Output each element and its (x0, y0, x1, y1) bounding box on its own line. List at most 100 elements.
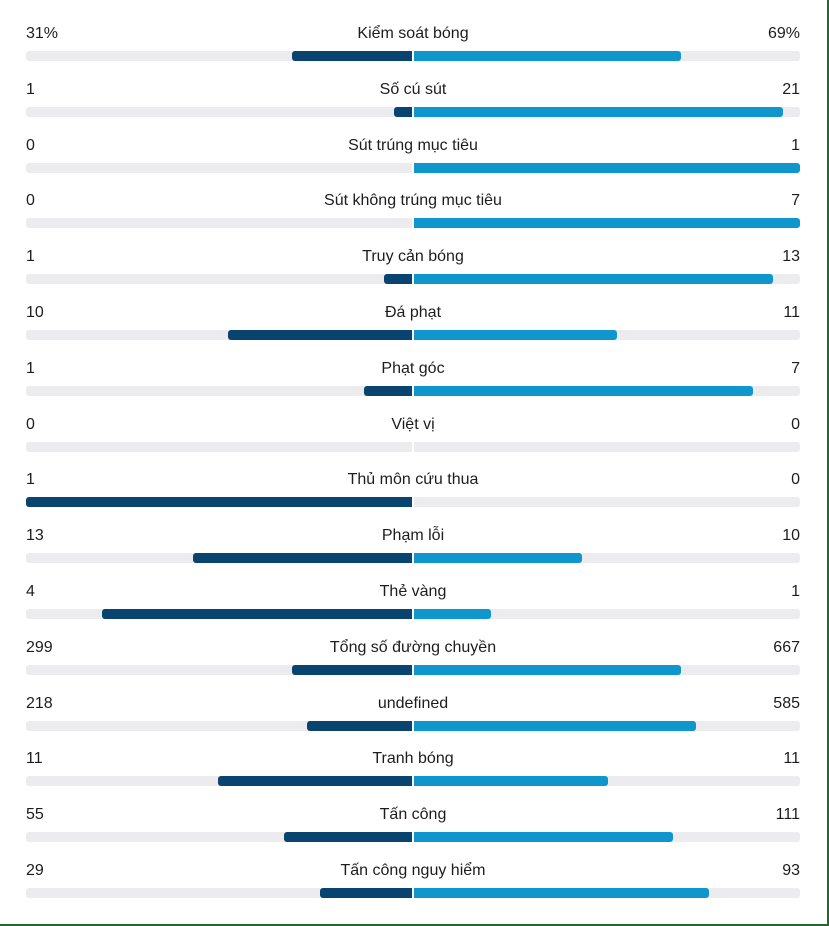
stat-bar-track (26, 608, 800, 619)
stat-bar-home (320, 887, 412, 898)
stat-bar-divider (412, 218, 414, 229)
stat-bar-track (26, 497, 800, 508)
stat-bar-track (26, 720, 800, 731)
stat-label: Phạm lỗi (381, 527, 445, 545)
stat-home-value: 1 (26, 471, 35, 489)
frame-border-bottom (0, 924, 829, 926)
stat-label: Tổng số đường chuyền (329, 638, 497, 656)
stat-bar-away (414, 162, 800, 173)
stat-bar-home (292, 664, 412, 675)
stat-label: Kiểm soát bóng (357, 25, 469, 42)
stat-bar-away (414, 106, 783, 117)
stat-bar-divider (412, 720, 414, 731)
stat-away-value: 1 (791, 136, 800, 154)
match-stats-list: 31% Kiểm soát bóng 69% 1 Số cú sút 21 0 Sút trú… (26, 0, 800, 898)
stat-row: 299 Tổng số đường chuyền 667 (26, 614, 800, 675)
stat-home-value: 1 (26, 359, 35, 377)
stat-bar-divider (412, 608, 414, 619)
stat-label: Tranh bóng (372, 750, 454, 768)
stat-label: Tấn công nguy hiểm (340, 861, 486, 879)
stat-home-value: 31% (26, 25, 59, 42)
stat-home-value: 299 (26, 638, 53, 656)
stat-away-value: 13 (782, 248, 800, 266)
stat-bar-divider (412, 51, 414, 61)
stat-away-value: 7 (791, 359, 800, 377)
stat-home-value: 0 (26, 136, 35, 154)
stat-label: Việt vị (391, 415, 435, 433)
stat-row: 31% Kiểm soát bóng 69% (26, 0, 800, 61)
stat-label: Thẻ vàng (379, 582, 447, 600)
stat-away-value: 0 (791, 415, 800, 433)
stat-bar-track (26, 553, 800, 564)
stat-bar-divider (412, 385, 414, 396)
stat-home-value: 4 (26, 582, 35, 600)
stat-row: 1 Phạt góc 7 (26, 335, 800, 396)
stat-row: 55 Tấn công 111 (26, 781, 800, 843)
stat-bar-away (414, 329, 617, 340)
stat-bar-divider (412, 887, 414, 898)
stat-away-value: 7 (791, 192, 800, 210)
stat-row: 1 Thủ môn cứu thua 0 (26, 446, 800, 508)
stat-label: Số cú sút (379, 80, 447, 98)
stat-row: 4 Thẻ vàng 1 (26, 558, 800, 619)
stat-away-value: 0 (791, 471, 800, 489)
stat-home-value: 0 (26, 415, 35, 433)
stat-row: 218 undefined 585 (26, 670, 800, 731)
stat-away-value: 21 (782, 80, 800, 98)
stat-row: 1 Truy cản bóng 13 (26, 223, 800, 285)
stat-bar-divider (412, 664, 414, 675)
stat-bar-divider (412, 776, 414, 787)
stat-home-value: 11 (26, 750, 43, 768)
stat-bar-home (384, 274, 412, 285)
stat-away-value: 11 (783, 303, 800, 321)
stat-bar-track (26, 887, 800, 898)
stat-label: Phạt góc (381, 359, 445, 377)
stat-away-value: 1 (791, 582, 800, 600)
stat-home-value: 13 (26, 527, 44, 545)
stat-bar-away (414, 887, 709, 898)
stat-bar-home (102, 608, 412, 619)
stat-home-value: 1 (26, 80, 35, 98)
stat-away-value: 667 (773, 638, 800, 656)
stat-label: undefined (377, 694, 449, 712)
stat-bar-divider (412, 441, 414, 452)
stat-bar-track (26, 776, 800, 787)
stat-row: 29 Tấn công nguy hiểm 93 (26, 837, 800, 898)
stat-home-value: 0 (26, 192, 35, 210)
stat-row: 0 Sút không trúng mục tiêu 7 (26, 167, 800, 229)
stat-label: Tấn công (379, 806, 447, 824)
stat-bar-home (307, 720, 412, 731)
stat-row: 0 Sút trúng mục tiêu 1 (26, 112, 800, 173)
stat-bar-track (26, 274, 800, 285)
stat-bar-divider (412, 274, 414, 285)
stat-label: Sút trúng mục tiêu (348, 136, 478, 154)
stat-away-value: 585 (773, 694, 800, 712)
stat-bar-divider (412, 106, 414, 117)
stat-row: 1 Số cú sút 21 (26, 56, 800, 117)
stat-label: Đá phạt (384, 303, 442, 321)
stat-bar-track (26, 664, 800, 675)
stat-bar-track (26, 385, 800, 396)
stat-bar-track (26, 832, 800, 843)
stat-bar-away (414, 664, 681, 675)
stat-bar-divider (412, 832, 414, 843)
stat-home-value: 55 (26, 806, 44, 824)
stat-label: Sút không trúng mục tiêu (324, 192, 502, 210)
stat-bar-divider (412, 553, 414, 564)
stat-home-value: 218 (26, 694, 53, 712)
stat-bar-away (414, 51, 681, 61)
stat-bar-away (414, 720, 696, 731)
stat-bar-away (414, 274, 773, 285)
stat-bar-away (414, 553, 582, 564)
stat-bar-track (26, 218, 800, 229)
stat-bar-divider (412, 329, 414, 340)
stat-row: 0 Việt vị 0 (26, 391, 800, 452)
stat-home-value: 29 (26, 861, 44, 879)
stat-away-value: 11 (783, 750, 800, 768)
stat-away-value: 111 (775, 806, 800, 824)
stat-bar-away (414, 218, 800, 229)
stat-bar-home (193, 553, 412, 564)
stat-home-value: 10 (26, 303, 44, 321)
stat-bar-home (292, 51, 412, 61)
stat-bar-home (218, 776, 412, 787)
